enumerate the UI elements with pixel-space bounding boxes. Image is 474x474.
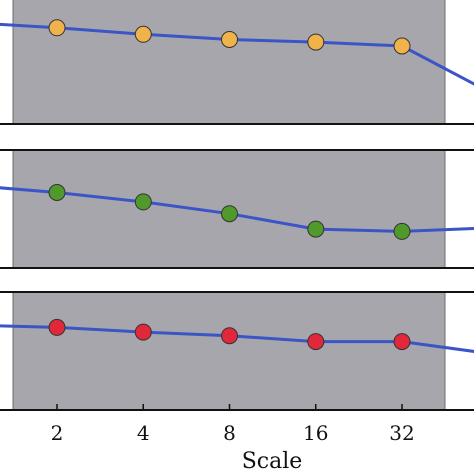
panel-3-point-x16: [307, 333, 325, 351]
x-tick-label-16: 16: [303, 421, 328, 445]
panel-3-frame: [0, 291, 474, 411]
x-tick-label-4: 4: [137, 421, 150, 445]
panel-3-point-x32: [393, 333, 411, 351]
panel-1-point-x16: [307, 33, 325, 51]
panel-1-point-x8: [221, 31, 238, 48]
panel-3-point-x2: [48, 318, 66, 336]
panel-2-point-x32: [393, 222, 411, 240]
panel-2-point-x8: [221, 205, 238, 223]
x-tick-label-2: 2: [51, 421, 64, 445]
panel-3-point-x8: [221, 327, 238, 345]
panel-1-point-x4: [134, 25, 152, 43]
panel-2-point-x2: [48, 184, 66, 201]
panel-2-point-x16: [307, 220, 325, 238]
x-axis-label: Scale: [242, 449, 303, 474]
panel-3-shaded-region: [13, 292, 445, 410]
panel-3: [0, 291, 474, 411]
x-tick-label-8: 8: [223, 421, 236, 445]
panel-1-shaded-region: [13, 0, 445, 124]
panel-1-point-x32: [393, 37, 411, 55]
panel-1-frame: [0, 123, 474, 125]
panel-1-point-x2: [48, 19, 66, 37]
panel-3-point-x4: [134, 323, 152, 341]
panel-2-point-x4: [134, 193, 152, 211]
panel-2-frame: [0, 149, 474, 269]
panel-2: [0, 149, 474, 269]
x-tick-label-32: 32: [389, 421, 414, 445]
panel-1: [0, 0, 474, 125]
